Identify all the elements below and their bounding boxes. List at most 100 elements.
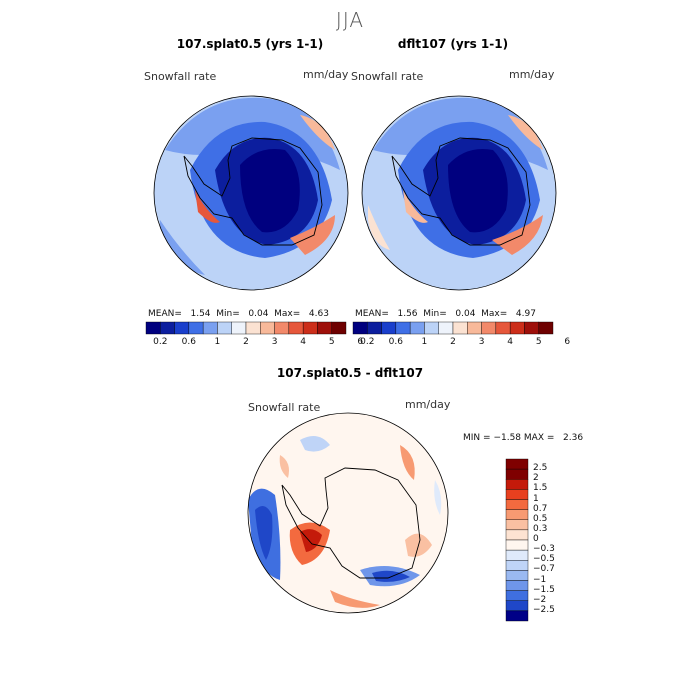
colorbar-diff-swatch (505, 509, 529, 520)
colorbar-diff-tick-label: 2.5 (533, 463, 548, 474)
colorbar-tick-label: 6 (357, 337, 364, 347)
map-diff-border (247, 412, 449, 614)
map-diff (248, 413, 448, 613)
colorbar-tick-label: 3 (271, 337, 278, 347)
colorbar-diff-swatch (505, 468, 529, 480)
panel-left-variable: Snowfall rate (144, 70, 217, 83)
colorbar-tick-label: 5 (328, 337, 335, 347)
stats-right-max-label: Max= (481, 309, 508, 319)
colorbar-diff-tick-label: 1.5 (533, 483, 548, 494)
stats-right-min: 0.04 (455, 309, 476, 319)
map-left-border (153, 95, 349, 291)
stats-right-min-label: Min= (423, 309, 447, 319)
colorbar-diff-swatch (505, 560, 529, 571)
colorbar-swatch (352, 321, 368, 335)
colorbar-diff-swatch (505, 590, 529, 601)
colorbar-diff-swatch (505, 489, 529, 500)
colorbar-swatch (481, 321, 497, 335)
colorbar-tick-label: 1 (421, 337, 428, 347)
stats-left-min-label: Min= (216, 309, 240, 319)
colorbar-diff-tick-label: 1 (533, 493, 539, 504)
colorbar-diff-swatch (505, 539, 529, 551)
map-diff-pos-nw (279, 455, 289, 478)
stats-diff-max-label: MAX = (523, 433, 555, 443)
map-diff-pos-ne (400, 445, 415, 480)
colorbar-right (352, 321, 554, 335)
stats-left-max: 4.63 (308, 309, 329, 319)
colorbar-diff-swatch (505, 580, 529, 591)
colorbar-swatch (367, 321, 382, 335)
colorbar-swatch (538, 321, 554, 335)
map-left-warm-ne (300, 115, 335, 150)
map-right-coastline (391, 137, 531, 246)
map-diff-coastline (281, 467, 421, 579)
colorbar-diff-tick-label: −0.7 (533, 564, 555, 575)
panel-diff-units: mm/day (405, 398, 451, 411)
colorbar-swatch (302, 321, 318, 335)
colorbar-swatch (331, 321, 347, 335)
colorbar-swatch (467, 321, 482, 335)
colorbar-diff-tick-label: −1.5 (533, 584, 555, 595)
map-left-warm-peninsula (195, 190, 220, 223)
panel-diff-title: 107.splat0.5 - dflt107 (276, 366, 424, 380)
colorbar-diff-tick-label: 0.5 (533, 513, 548, 524)
stats-left-mean: 1.54 (190, 309, 211, 319)
colorbar-diff-tick-label: 2 (533, 473, 539, 484)
stats-right-mean: 1.56 (397, 309, 418, 319)
colorbar-tick-label: 6 (564, 337, 571, 347)
colorbar-diff-swatch (505, 549, 529, 561)
map-right-border (361, 95, 557, 291)
colorbar-tick-label: 4 (300, 337, 306, 347)
colorbar-diff-swatch (505, 458, 529, 470)
colorbar-tick-label: 1 (214, 337, 221, 347)
map-diff-pos-peninsula-core (300, 529, 322, 552)
colorbar-diff-tick-label: −1 (533, 574, 547, 585)
panel-left-units: mm/day (303, 68, 349, 81)
colorbar-tick-label: 2 (450, 337, 456, 347)
stats-diff-min: −1.58 (493, 433, 522, 443)
map-right (362, 96, 556, 290)
map-left-warm-se (290, 215, 335, 255)
colorbar-tick-label: 0.6 (181, 337, 196, 347)
panel-right-variable: Snowfall rate (351, 70, 424, 83)
colorbar-diff-tick-label: 0 (533, 534, 539, 544)
colorbar-swatch (495, 321, 511, 335)
stats-left-min: 0.04 (248, 309, 269, 319)
colorbar-swatch (409, 321, 425, 335)
colorbar-diff-tick-label: 0.3 (533, 523, 548, 534)
colorbar-tick-label: 0.6 (388, 337, 403, 347)
stats-right: MEAN= 1.56 Min= 0.04 Max= 4.97 (355, 309, 536, 319)
colorbar-swatch (424, 321, 439, 335)
colorbar-diff-swatch (505, 519, 529, 531)
colorbar-diff-swatch (505, 600, 529, 612)
colorbar-diff-swatch (505, 610, 529, 622)
colorbar-tick-label: 4 (507, 337, 513, 347)
map-left-band-core (240, 149, 300, 233)
colorbar-swatch (395, 321, 411, 335)
colorbar-tick-label: 3 (478, 337, 485, 347)
colorbar-swatch (509, 321, 525, 335)
map-diff-background (248, 413, 448, 613)
colorbar-swatch (274, 321, 290, 335)
map-right-warm-w (368, 205, 390, 250)
colorbar-swatch (317, 321, 332, 335)
stats-right-max: 4.97 (515, 309, 536, 319)
colorbar-diff-tick-label: −0.3 (533, 544, 555, 555)
colorbar-swatch (231, 321, 247, 335)
stats-diff: MIN = −1.58 MAX = 2.36 (463, 433, 583, 443)
colorbar-swatch (202, 321, 218, 335)
map-diff-pos-s (330, 590, 380, 608)
colorbar-tick-label: 0.2 (360, 337, 375, 347)
colorbar-swatch (438, 321, 454, 335)
stats-left-max-label: Max= (274, 309, 301, 319)
colorbar-diff-swatch (505, 479, 529, 490)
stats-left: MEAN= 1.54 Min= 0.04 Max= 4.63 (148, 309, 329, 319)
map-left-coastline (183, 137, 323, 246)
map-right-warm-se (492, 215, 543, 255)
map-diff-neg-west-core (255, 506, 273, 560)
colorbar-tick-label: 0.2 (153, 337, 168, 347)
stats-left-mean-label: MEAN= (148, 309, 182, 319)
colorbar-diff-tick-label: −2.5 (533, 604, 555, 615)
colorbar-swatch (452, 321, 468, 335)
